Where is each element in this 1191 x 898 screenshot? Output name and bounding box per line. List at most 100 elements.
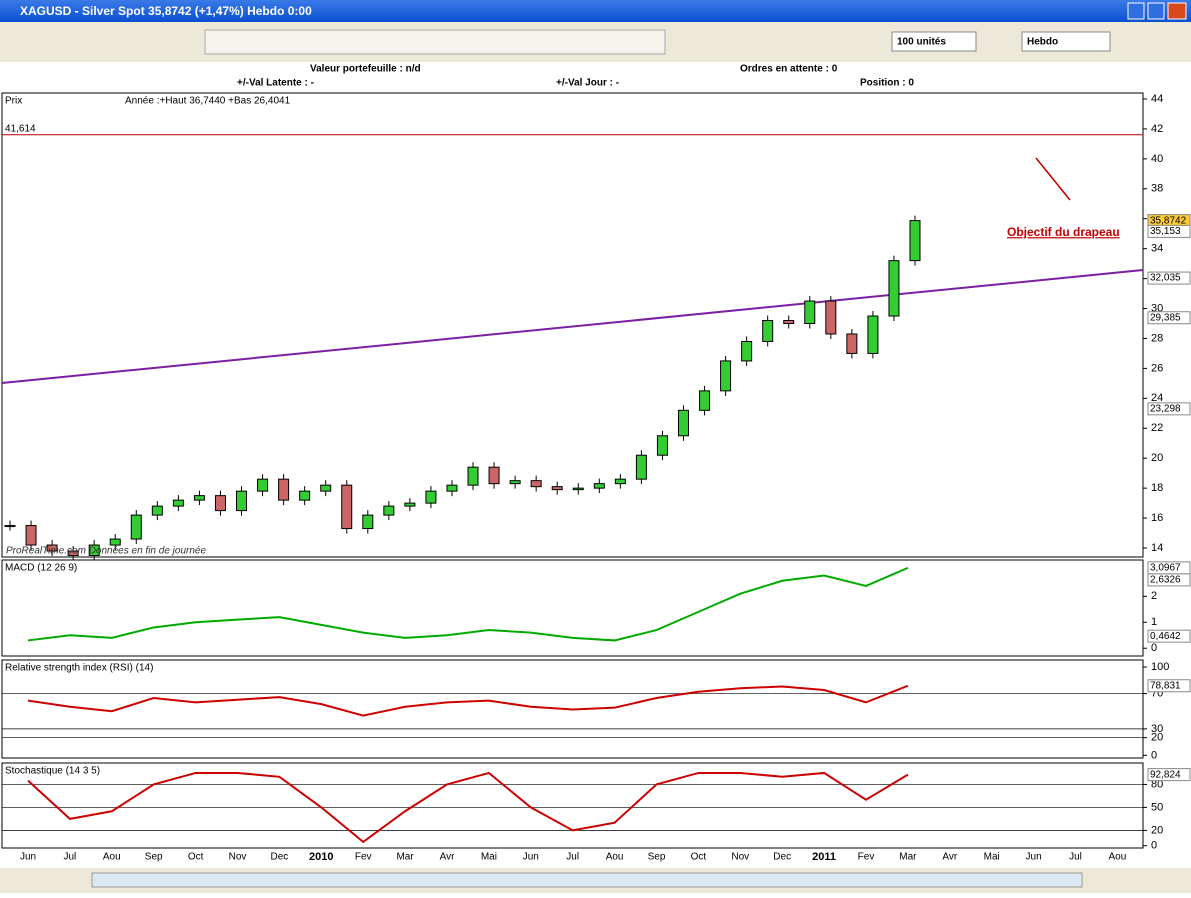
x-tick-label: Sep [145, 852, 163, 863]
scrollbar[interactable] [91, 872, 1083, 888]
window-title: XAGUSD - Silver Spot 35,8742 (+1,47%) He… [20, 4, 312, 18]
y-tick-label: 22 [1151, 422, 1163, 434]
panel-title: Prix [5, 96, 22, 107]
y-tick-label: 20 [1151, 452, 1163, 464]
close[interactable] [1167, 2, 1187, 20]
info: Valeur portefeuille : n/d [310, 64, 421, 75]
y-tick-label: 16 [1151, 512, 1163, 524]
series-line [27, 566, 909, 642]
candle [320, 484, 332, 492]
x-tick-label: Aou [103, 852, 121, 863]
title-bar [0, 0, 1191, 22]
candle [867, 315, 879, 354]
candle [551, 486, 563, 491]
candle [425, 490, 437, 504]
candle [720, 360, 732, 392]
y-tick-label: 26 [1151, 362, 1163, 374]
y-tick-label: 20 [1151, 732, 1163, 744]
last-label: 35,8742 [1150, 215, 1187, 226]
x-tick-label: Dec [773, 852, 791, 863]
y-tick-label: 0 [1151, 840, 1157, 852]
y-tick-label: 24 [1151, 392, 1163, 404]
panel-title: Stochastique (14 3 5) [5, 766, 100, 777]
candle [4, 525, 16, 528]
panel [1, 559, 1144, 657]
y-tick-label: 80 [1151, 778, 1163, 790]
candle [193, 495, 205, 501]
quantity: 100 unités [897, 37, 946, 48]
candle [446, 484, 458, 492]
y-tick-label: 14 [1151, 542, 1163, 554]
candle [214, 495, 226, 512]
last-box [1147, 311, 1191, 325]
last-label: 35,153 [1150, 226, 1181, 237]
x-tick-label: Nov [229, 852, 247, 863]
maximize[interactable] [1147, 2, 1165, 20]
tools[interactable] [204, 29, 666, 55]
x-tick-label: Mar [396, 852, 414, 863]
candle [25, 525, 37, 546]
x-tick-label: Jun [20, 852, 36, 863]
y-tick-label: 34 [1151, 243, 1163, 255]
x-tick-label: Jun [1026, 852, 1042, 863]
x-tick-label: Oct [188, 852, 204, 863]
minimize[interactable] [1127, 2, 1145, 20]
info: +/-Val Latente : - [237, 78, 314, 89]
last-label: 32,035 [1150, 273, 1181, 284]
y-tick-label: 18 [1151, 482, 1163, 494]
last-label: 92,824 [1150, 769, 1181, 780]
x-tick-label: Jul [64, 852, 77, 863]
candle [46, 544, 58, 552]
y-tick-label: 100 [1151, 661, 1169, 673]
candle [741, 340, 753, 362]
panel [1, 762, 1144, 849]
candle [488, 466, 500, 485]
last-box [1147, 629, 1191, 643]
last-box [1147, 679, 1191, 693]
period-select[interactable] [1021, 31, 1111, 52]
last-box [1147, 402, 1191, 416]
y-tick-label: 42 [1151, 123, 1163, 135]
y-tick-label: 28 [1151, 332, 1163, 344]
last-box [1147, 271, 1191, 285]
annotation: Objectif du drapeau [1007, 225, 1120, 239]
info: Ordres en attente : 0 [740, 64, 838, 75]
quantity-select[interactable] [891, 31, 977, 52]
info: Position : 0 [860, 78, 914, 89]
candle [614, 478, 626, 485]
candle [677, 409, 689, 437]
candle [699, 390, 711, 411]
candle [909, 220, 921, 262]
y-tick-label: 1 [1151, 616, 1157, 628]
candle [130, 514, 142, 540]
arrow [1035, 157, 1071, 201]
series-line [27, 771, 909, 844]
x-tick-label: Mai [984, 852, 1000, 863]
y-tick-label: 20 [1151, 824, 1163, 836]
y-tick-label: 44 [1151, 93, 1163, 105]
last-label: 0,4642 [1150, 631, 1181, 642]
candle [341, 484, 353, 530]
last-box [1147, 768, 1191, 782]
x-tick-label: Nov [731, 852, 749, 863]
candle [593, 483, 605, 489]
candle [846, 333, 858, 354]
candle [88, 544, 100, 557]
level-label: 41,614 [5, 123, 36, 134]
y-tick-label: 0 [1151, 642, 1157, 654]
x-tick-label: Aou [606, 852, 624, 863]
info: +/-Val Jour : - [556, 78, 619, 89]
last-label: 3,0967 [1150, 563, 1181, 574]
series-line [27, 684, 909, 717]
x-tick-label: Sep [648, 852, 666, 863]
candle [888, 260, 900, 317]
last-box [1147, 224, 1191, 238]
candle [572, 487, 584, 491]
x-tick-label: Jul [1069, 852, 1082, 863]
candle [383, 505, 395, 516]
x-tick-label: Oct [691, 852, 707, 863]
candle [404, 502, 416, 507]
candle [172, 499, 184, 507]
